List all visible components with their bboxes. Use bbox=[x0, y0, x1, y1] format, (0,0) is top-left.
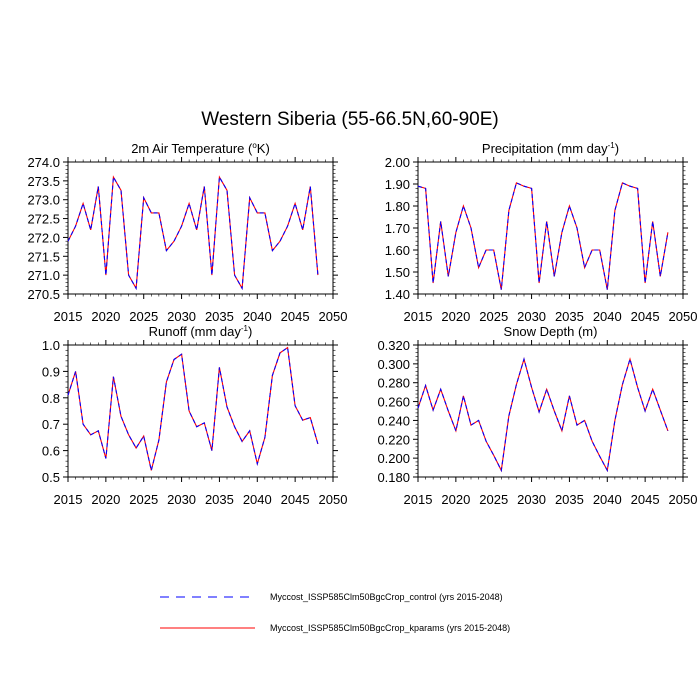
y-tick-label: 0.240 bbox=[377, 413, 410, 428]
x-tick-label: 2035 bbox=[205, 492, 234, 507]
series-line-control bbox=[417, 182, 669, 290]
x-tick-label: 2045 bbox=[631, 492, 660, 507]
x-tick-label: 2045 bbox=[281, 492, 310, 507]
y-tick-label: 2.00 bbox=[385, 155, 410, 170]
panel-title-text: Runoff (mm day bbox=[149, 324, 242, 339]
panel-title: Precipitation (mm day-1) bbox=[482, 141, 619, 156]
y-tick-label: 0.260 bbox=[377, 395, 410, 410]
panel-title: Snow Depth (m) bbox=[504, 324, 598, 339]
y-tick-label: 1.50 bbox=[385, 265, 410, 280]
y-tick-label: 0.300 bbox=[377, 357, 410, 372]
main-title: Western Siberia (55-66.5N,60-90E) bbox=[201, 109, 498, 130]
plot-frame bbox=[67, 161, 334, 295]
x-tick-label: 2020 bbox=[441, 309, 470, 324]
x-tick-label: 2020 bbox=[441, 492, 470, 507]
x-tick-label: 2035 bbox=[205, 309, 234, 324]
legend: Myccost_ISSP585Clm50BgcCrop_control (yrs… bbox=[160, 592, 510, 633]
series-line-kparams bbox=[417, 357, 669, 473]
panel-title-text: Snow Depth (m) bbox=[504, 324, 598, 339]
x-tick-label: 2045 bbox=[631, 309, 660, 324]
x-tick-label: 2040 bbox=[243, 309, 272, 324]
y-tick-label: 274.0 bbox=[27, 155, 60, 170]
y-tick-label: 1.0 bbox=[42, 338, 60, 353]
x-tick-label: 2040 bbox=[593, 309, 622, 324]
plot-frame bbox=[417, 344, 684, 478]
y-tick-label: 0.200 bbox=[377, 451, 410, 466]
panel-title-end: ) bbox=[248, 324, 252, 339]
panel-title-sup: o bbox=[252, 141, 257, 150]
x-tick-label: 2035 bbox=[555, 492, 584, 507]
panel-title-end: K) bbox=[257, 141, 270, 156]
panel-4: Snow Depth (m) 2015 2020 2025 2030 2035 2040 20… bbox=[377, 324, 697, 507]
y-tick-label: 0.7 bbox=[42, 417, 60, 432]
panel-title-text: 2m Air Temperature ( bbox=[131, 141, 253, 156]
x-tick-label: 2015 bbox=[404, 309, 433, 324]
panel-1: 2m Air Temperature (oK) 2015 2020 2025 2030 2… bbox=[27, 141, 347, 324]
x-tick-label: 2050 bbox=[319, 309, 348, 324]
x-tick-label: 2030 bbox=[167, 309, 196, 324]
y-tick-label: 0.6 bbox=[42, 444, 60, 459]
x-tick-label: 2040 bbox=[243, 492, 272, 507]
x-tick-label: 2015 bbox=[404, 492, 433, 507]
panel-title-sup: -1 bbox=[608, 141, 616, 150]
panel-title-end: ) bbox=[615, 141, 619, 156]
x-tick-label: 2035 bbox=[555, 309, 584, 324]
series-line-control bbox=[417, 357, 669, 473]
x-tick-label: 2025 bbox=[129, 492, 158, 507]
panel-title: 2m Air Temperature (oK) bbox=[131, 141, 270, 156]
y-tick-label: 1.40 bbox=[385, 287, 410, 302]
y-tick-label: 0.180 bbox=[377, 470, 410, 485]
x-tick-label: 2025 bbox=[479, 492, 508, 507]
series-line-control bbox=[67, 175, 319, 291]
y-tick-label: 273.0 bbox=[27, 193, 60, 208]
y-tick-label: 272.0 bbox=[27, 230, 60, 245]
x-tick-label: 2050 bbox=[669, 492, 698, 507]
y-tick-label: 0.320 bbox=[377, 338, 410, 353]
y-tick-label: 0.5 bbox=[42, 470, 60, 485]
series-line-kparams bbox=[67, 346, 319, 471]
series-line-control bbox=[67, 346, 319, 471]
y-tick-label: 270.5 bbox=[27, 287, 60, 302]
x-tick-label: 2025 bbox=[129, 309, 158, 324]
legend-label-kparams: Myccost_ISSP585Clm50BgcCrop_kparams (yrs… bbox=[270, 623, 510, 633]
y-tick-label: 1.70 bbox=[385, 221, 410, 236]
x-tick-label: 2030 bbox=[517, 492, 546, 507]
y-tick-label: 1.90 bbox=[385, 177, 410, 192]
y-tick-label: 0.9 bbox=[42, 364, 60, 379]
panel-title: Runoff (mm day-1) bbox=[149, 324, 253, 339]
y-tick-label: 1.60 bbox=[385, 243, 410, 258]
y-tick-label: 272.5 bbox=[27, 212, 60, 227]
y-tick-label: 1.80 bbox=[385, 199, 410, 214]
x-tick-label: 2030 bbox=[167, 492, 196, 507]
panel-title-sup: -1 bbox=[241, 324, 249, 333]
x-tick-label: 2025 bbox=[479, 309, 508, 324]
plot-frame bbox=[417, 161, 684, 295]
panel-3: Runoff (mm day-1) 2015 2020 2025 2030 2035 204… bbox=[42, 324, 348, 507]
x-tick-label: 2045 bbox=[281, 309, 310, 324]
y-tick-label: 271.5 bbox=[27, 249, 60, 264]
x-tick-label: 2015 bbox=[54, 309, 83, 324]
y-tick-label: 271.0 bbox=[27, 268, 60, 283]
y-tick-label: 0.220 bbox=[377, 432, 410, 447]
x-tick-label: 2050 bbox=[669, 309, 698, 324]
legend-label-control: Myccost_ISSP585Clm50BgcCrop_control (yrs… bbox=[270, 592, 503, 602]
plot-frame bbox=[67, 344, 334, 478]
x-tick-label: 2040 bbox=[593, 492, 622, 507]
x-tick-label: 2020 bbox=[91, 492, 120, 507]
y-tick-label: 0.280 bbox=[377, 376, 410, 391]
y-tick-label: 273.5 bbox=[27, 174, 60, 189]
y-tick-label: 0.8 bbox=[42, 391, 60, 406]
panel-title-text: Precipitation (mm day bbox=[482, 141, 608, 156]
x-tick-label: 2020 bbox=[91, 309, 120, 324]
panel-2: Precipitation (mm day-1) 2015 2020 2025 2030… bbox=[385, 141, 698, 324]
x-tick-label: 2015 bbox=[54, 492, 83, 507]
x-tick-label: 2050 bbox=[319, 492, 348, 507]
x-tick-label: 2030 bbox=[517, 309, 546, 324]
